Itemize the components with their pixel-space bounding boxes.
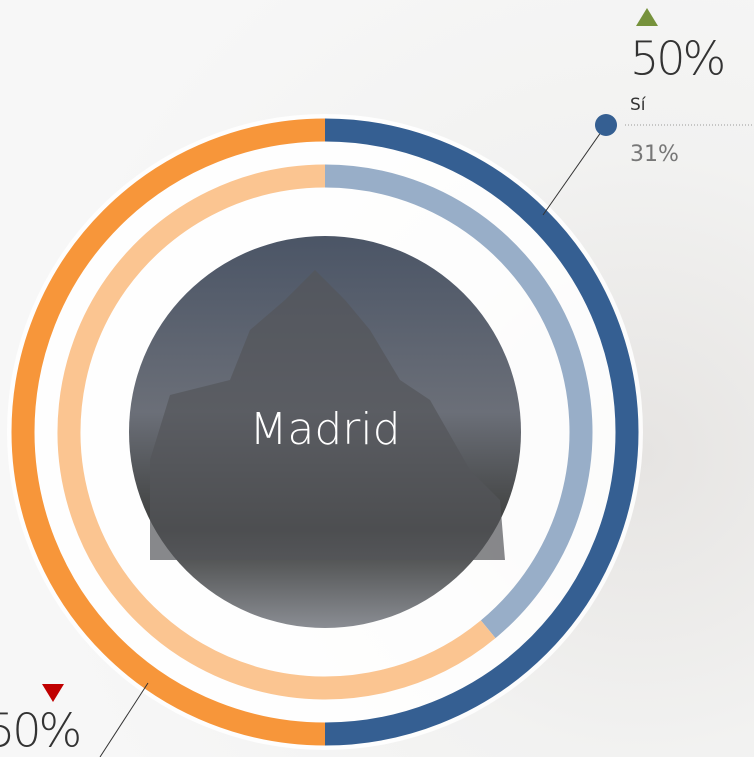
chart: Madrid 50% Sí 31% 50% — [0, 0, 754, 757]
center-label: Madrid — [249, 404, 400, 455]
value-label: 50% — [630, 32, 724, 86]
category-label: Sí — [630, 95, 647, 115]
value-label: 50% — [0, 704, 80, 757]
legend-dot — [595, 114, 617, 136]
comparison-label: 31% — [630, 142, 679, 167]
